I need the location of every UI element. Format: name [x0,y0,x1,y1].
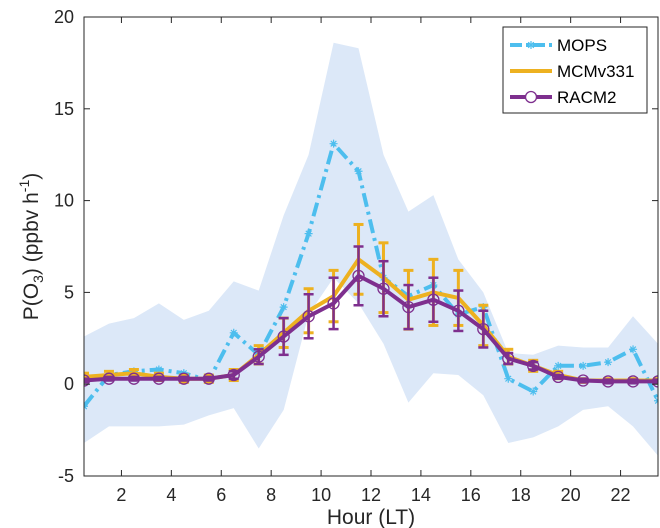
data-point-racm2 [576,374,590,387]
data-point-racm2 [302,310,315,323]
y-tick-label: 5 [64,282,74,302]
legend-marker-mops [527,41,535,49]
legend-marker-racm2 [524,90,538,104]
x-tick-label: 22 [611,485,631,505]
data-point-racm2 [626,375,640,388]
data-point-racm2 [477,322,490,336]
y-axis-label-prefix: P(O [20,283,43,320]
data-point-mops [229,328,238,337]
x-tick-label: 8 [266,485,276,505]
y-axis-label: P(O3) (ppbv h-1) [16,173,46,320]
data-point-mops [154,365,163,374]
data-point-mops [604,358,613,367]
y-tick-label: 20 [54,7,74,27]
data-point-mops [554,361,563,370]
x-tick-label: 6 [216,485,226,505]
data-point-racm2 [252,350,265,363]
data-point-racm2 [502,352,515,365]
y-axis-label-subscript: 3 [30,275,46,283]
legend-label-mops: MOPS [557,36,607,55]
y-tick-label: 0 [64,374,74,394]
plot-area [84,42,658,456]
axis-ticks: 2 4 6 8 10 12 14 16 18 20 22 -5 0 5 10 15 20 [54,7,658,505]
data-point-mops [329,139,338,148]
x-tick-label: 16 [461,485,481,505]
legend-label-mcmv331: MCMv331 [557,62,634,81]
data-point-mops [304,229,313,238]
x-tick-label: 14 [411,485,431,505]
legend-label-racm2: RACM2 [557,88,617,107]
data-point-racm2 [277,330,290,343]
uncertainty-band [84,42,658,456]
data-point-racm2 [552,370,565,384]
data-point-racm2 [127,372,141,385]
data-point-racm2 [601,375,615,388]
data-point-racm2 [177,372,190,385]
data-point-mops [579,361,588,370]
data-point-racm2 [327,297,340,310]
x-tick-label: 10 [311,485,331,505]
x-tick-label: 4 [166,485,176,505]
y-tick-label: 15 [54,99,74,119]
data-point-racm2 [202,372,215,385]
series-line-mops [84,141,658,408]
y-axis-label-suffix: ) [20,173,43,180]
x-tick-label: 2 [116,485,126,505]
data-point-racm2 [377,282,390,295]
x-tick-label: 18 [511,485,531,505]
legend-samples [510,41,552,104]
data-point-mops [629,345,638,354]
data-point-racm2 [427,293,440,306]
data-point-racm2 [152,372,166,385]
series-racm2 [84,245,658,388]
data-point-mops [279,303,288,312]
x-tick-label: 12 [361,485,381,505]
data-point-mops [504,374,513,383]
data-point-mops [354,167,363,176]
data-point-racm2 [402,300,415,314]
data-point-racm2 [84,374,91,387]
y-axis-label-superscript: -1 [16,180,32,193]
y-axis-label-middle: ) (ppbv h [20,192,43,275]
data-point-racm2 [651,375,658,388]
data-point-racm2 [227,368,240,382]
x-tick-label: 20 [561,485,581,505]
data-point-racm2 [352,269,365,283]
y-tick-label: -5 [58,466,74,486]
y-tick-label: 10 [54,191,74,211]
data-point-mops [529,387,538,396]
legend: MOPS MCMv331 RACM2 [502,26,648,114]
data-point-racm2 [452,304,465,317]
data-point-racm2 [102,372,116,385]
x-axis-label: Hour (LT) [327,506,415,528]
data-point-racm2 [527,359,540,372]
